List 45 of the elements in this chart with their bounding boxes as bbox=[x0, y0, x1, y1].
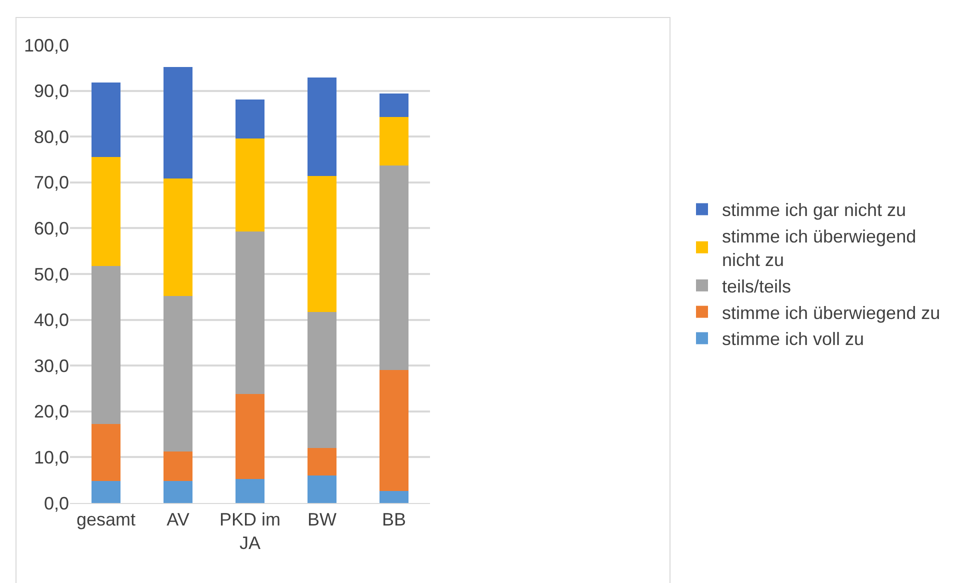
bar bbox=[380, 116, 408, 166]
bar bbox=[92, 266, 120, 424]
bar bbox=[92, 157, 120, 266]
bar bbox=[164, 66, 192, 178]
x-tick-label: PKD im JA bbox=[219, 510, 281, 553]
legend-label: stimme ich überwiegend zu bbox=[722, 302, 940, 323]
bar bbox=[236, 231, 264, 394]
bar bbox=[92, 481, 120, 503]
bar bbox=[308, 176, 336, 312]
bar bbox=[236, 479, 264, 503]
x-tick-label: BW bbox=[308, 510, 337, 530]
y-tick-label: 50,0 bbox=[34, 264, 69, 284]
bar bbox=[380, 491, 408, 503]
bar bbox=[164, 481, 192, 503]
x-tick-label: gesamt bbox=[76, 510, 136, 530]
bar bbox=[380, 370, 408, 492]
bar bbox=[308, 448, 336, 476]
bar bbox=[236, 138, 264, 232]
bar bbox=[308, 312, 336, 448]
legend-label: teils/teils bbox=[722, 276, 792, 296]
bar bbox=[380, 94, 408, 117]
x-tick-label: AV bbox=[166, 510, 190, 530]
y-tick-label: 30,0 bbox=[34, 356, 69, 376]
bar bbox=[164, 296, 192, 452]
legend-label: stimme ich voll zu bbox=[722, 329, 864, 350]
bar bbox=[308, 476, 336, 503]
bar bbox=[164, 452, 192, 482]
bar bbox=[236, 100, 264, 138]
bar bbox=[92, 424, 120, 482]
y-tick-label: 90,0 bbox=[34, 81, 69, 102]
y-tick-label: 70,0 bbox=[34, 172, 69, 193]
legend-label: stimme ich gar nicht zu bbox=[722, 200, 906, 220]
y-tick-label: 100,0 bbox=[24, 35, 69, 56]
bar bbox=[236, 394, 264, 480]
y-tick-label: 0,0 bbox=[44, 493, 69, 514]
y-tick-label: 80,0 bbox=[34, 126, 69, 147]
y-tick-label: 60,0 bbox=[34, 218, 69, 238]
x-tick-label: BB bbox=[382, 510, 406, 530]
y-tick-label: 20,0 bbox=[34, 402, 69, 422]
y-tick-label: 10,0 bbox=[34, 448, 69, 468]
y-tick-label: 40,0 bbox=[34, 310, 69, 330]
bar bbox=[164, 178, 192, 296]
bar bbox=[380, 165, 408, 370]
bar bbox=[92, 82, 120, 158]
bar bbox=[308, 78, 336, 176]
